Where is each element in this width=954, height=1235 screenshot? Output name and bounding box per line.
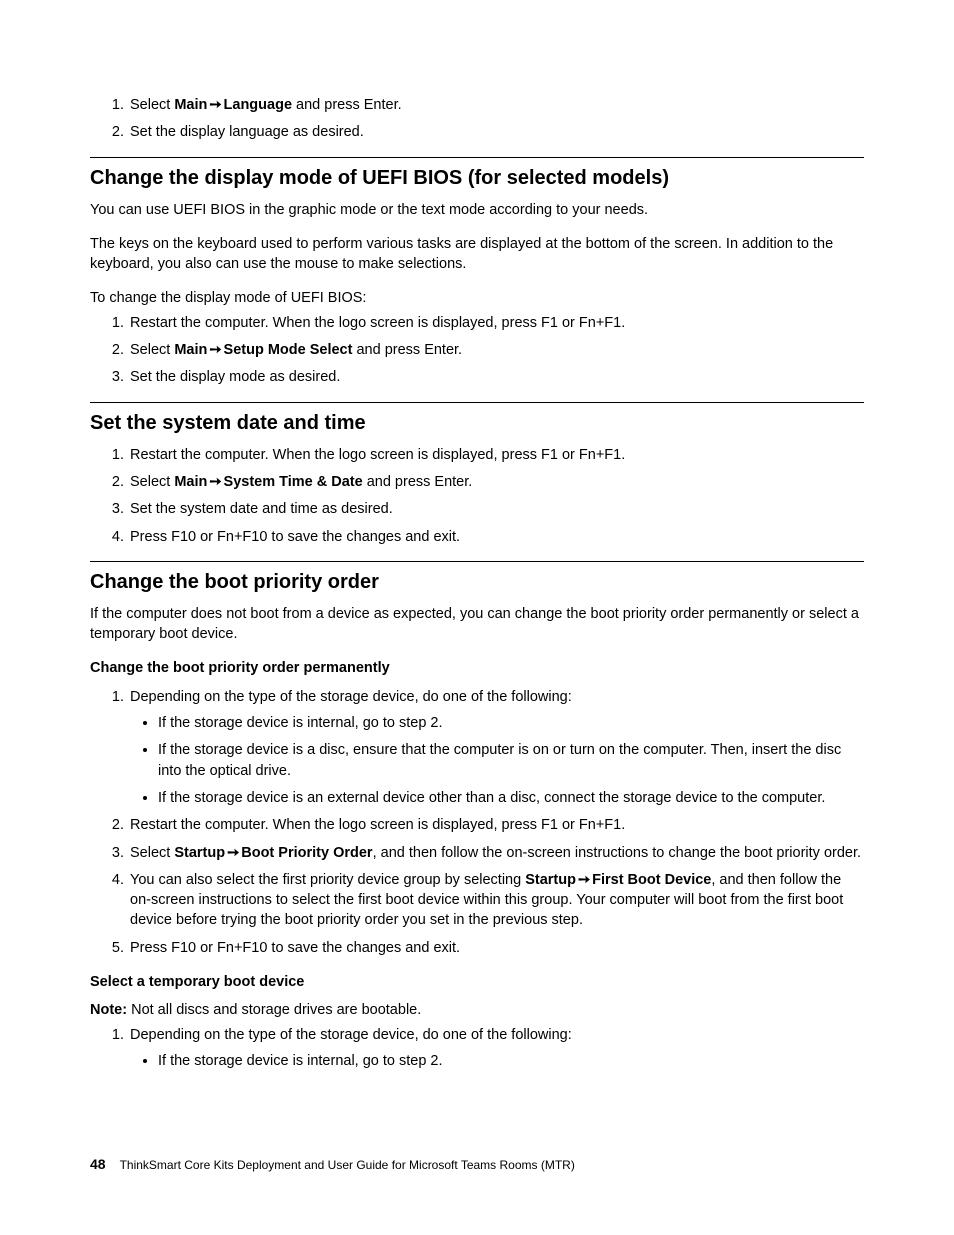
list-item: If the storage device is internal, go to… — [158, 713, 864, 733]
steps-list: Restart the computer. When the logo scre… — [90, 313, 864, 388]
text: Select — [130, 97, 174, 113]
paragraph: The keys on the keyboard used to perform… — [90, 234, 864, 275]
page-number: 48 — [90, 1156, 106, 1172]
arrow-icon: ➙ — [227, 843, 239, 863]
bold-text: Startup — [174, 845, 225, 861]
note-text: Not all discs and storage drives are boo… — [127, 1002, 421, 1018]
bold-text: Boot Priority Order — [241, 845, 372, 861]
text: Select — [130, 342, 174, 358]
list-item: Select Main ➙ Setup Mode Select and pres… — [128, 340, 864, 360]
list-item: Press F10 or Fn+F10 to save the changes … — [128, 527, 864, 547]
section-heading: Set the system date and time — [90, 409, 864, 437]
text: Select — [130, 845, 174, 861]
bold-text: Main — [174, 474, 207, 490]
text: and press Enter. — [363, 474, 473, 490]
bold-text: Setup Mode Select — [224, 342, 353, 358]
text: , and then follow the on-screen instruct… — [373, 845, 861, 861]
bold-text: First Boot Device — [592, 872, 711, 888]
list-item: Depending on the type of the storage dev… — [128, 687, 864, 808]
list-item: Select Main ➙ System Time & Date and pre… — [128, 472, 864, 492]
section-heading: Change the boot priority order — [90, 568, 864, 596]
bold-text: Language — [224, 97, 292, 113]
bullet-list: If the storage device is internal, go to… — [130, 1051, 864, 1071]
arrow-icon: ➙ — [578, 870, 590, 890]
section-heading: Change the display mode of UEFI BIOS (fo… — [90, 164, 864, 192]
bold-text: Startup — [525, 872, 576, 888]
list-item: Depending on the type of the storage dev… — [128, 1025, 864, 1072]
bold-text: System Time & Date — [224, 474, 363, 490]
note-line: Note: Not all discs and storage drives a… — [90, 1000, 864, 1020]
list-item: You can also select the first priority d… — [128, 870, 864, 931]
list-item: If the storage device is an external dev… — [158, 788, 864, 808]
bold-text: Main — [174, 342, 207, 358]
arrow-icon: ➙ — [209, 95, 221, 115]
text: Depending on the type of the storage dev… — [130, 689, 572, 705]
text: and press Enter. — [292, 97, 402, 113]
steps-list: Depending on the type of the storage dev… — [90, 1025, 864, 1072]
list-item: Set the display mode as desired. — [128, 367, 864, 387]
text: Select — [130, 474, 174, 490]
section-divider — [90, 157, 864, 158]
list-item: Set the display language as desired. — [128, 122, 864, 142]
list-item: Restart the computer. When the logo scre… — [128, 313, 864, 333]
steps-list: Restart the computer. When the logo scre… — [90, 445, 864, 547]
text: You can also select the first priority d… — [130, 872, 525, 888]
note-label: Note: — [90, 1002, 127, 1018]
arrow-icon: ➙ — [209, 340, 221, 360]
list-item: If the storage device is a disc, ensure … — [158, 740, 864, 781]
sub-heading: Select a temporary boot device — [90, 972, 864, 992]
bold-text: Main — [174, 97, 207, 113]
sub-heading: Change the boot priority order permanent… — [90, 658, 864, 678]
text: and press Enter. — [352, 342, 462, 358]
list-item: Press F10 or Fn+F10 to save the changes … — [128, 938, 864, 958]
list-item: Set the system date and time as desired. — [128, 499, 864, 519]
text: Depending on the type of the storage dev… — [130, 1027, 572, 1043]
section-divider — [90, 561, 864, 562]
list-item: Select Startup ➙ Boot Priority Order, an… — [128, 843, 864, 863]
section-divider — [90, 402, 864, 403]
intro-steps: Select Main ➙ Language and press Enter. … — [90, 95, 864, 143]
list-item: If the storage device is internal, go to… — [158, 1051, 864, 1071]
paragraph: To change the display mode of UEFI BIOS: — [90, 288, 864, 308]
list-item: Select Main ➙ Language and press Enter. — [128, 95, 864, 115]
paragraph: If the computer does not boot from a dev… — [90, 604, 864, 645]
arrow-icon: ➙ — [209, 472, 221, 492]
paragraph: You can use UEFI BIOS in the graphic mod… — [90, 200, 864, 220]
list-item: Restart the computer. When the logo scre… — [128, 445, 864, 465]
page-footer: 48 ThinkSmart Core Kits Deployment and Us… — [90, 1155, 575, 1175]
bullet-list: If the storage device is internal, go to… — [130, 713, 864, 808]
footer-title: ThinkSmart Core Kits Deployment and User… — [120, 1158, 575, 1172]
list-item: Restart the computer. When the logo scre… — [128, 815, 864, 835]
steps-list: Depending on the type of the storage dev… — [90, 687, 864, 958]
